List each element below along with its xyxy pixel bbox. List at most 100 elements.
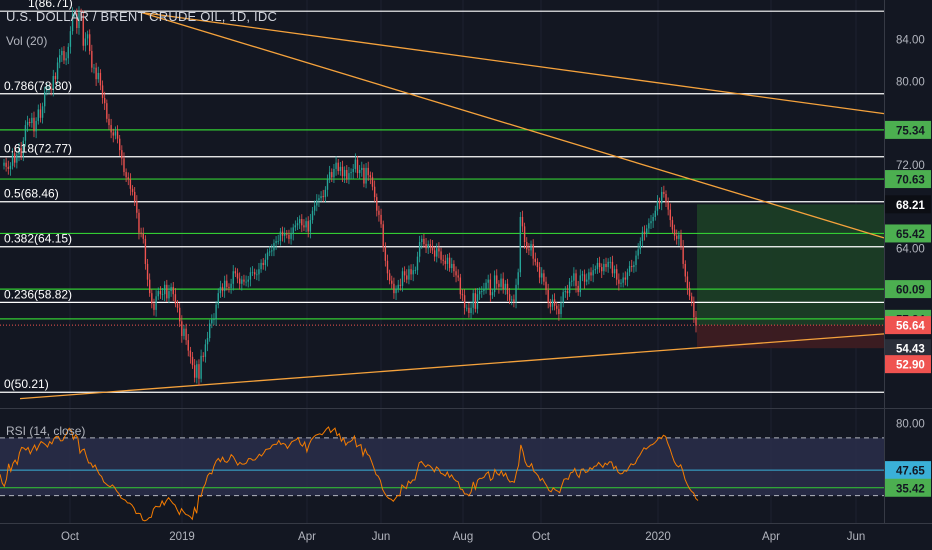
candle-297	[639, 240, 641, 250]
fib-label-2: 0.618(72.77)	[4, 142, 72, 156]
candle-78	[170, 286, 172, 292]
candle-258	[556, 305, 558, 309]
candle-93	[202, 355, 204, 357]
candle-167	[361, 167, 363, 170]
candle-132	[286, 233, 288, 235]
candle-82	[178, 307, 181, 322]
candle-177	[382, 224, 384, 248]
candle-197	[425, 244, 427, 249]
candle-4	[11, 153, 14, 166]
volume-indicator-label: Vol (20)	[6, 34, 48, 48]
candle-227	[489, 279, 492, 296]
candle-92	[200, 355, 202, 379]
position-zones	[697, 204, 884, 349]
candle-254	[547, 290, 549, 303]
candle-138	[298, 219, 301, 224]
candle-112	[243, 279, 245, 282]
candle-195	[421, 238, 423, 243]
candle-245	[528, 249, 530, 251]
candle-200	[431, 246, 434, 251]
fib-label-4: 0.382(64.15)	[4, 232, 72, 246]
candle-12	[29, 121, 31, 124]
candle-320	[688, 287, 691, 297]
candle-19	[44, 91, 46, 107]
candle-96	[208, 323, 211, 339]
price-tag-2-bg	[885, 195, 931, 214]
candle-172	[371, 177, 374, 187]
candle-225	[485, 282, 487, 289]
candle-189	[408, 269, 410, 280]
price-tick-0: 84.00	[896, 34, 925, 46]
candle-109	[236, 273, 239, 279]
candle-98	[213, 319, 215, 321]
candle-179	[386, 260, 389, 274]
candle-143	[309, 220, 312, 232]
candle-303	[652, 216, 654, 222]
candle-43	[95, 67, 97, 80]
candle-261	[562, 292, 564, 303]
candle-64	[140, 232, 142, 234]
candle-284	[611, 261, 614, 274]
candle-129	[279, 231, 282, 241]
candle-233	[502, 278, 504, 289]
candle-228	[491, 292, 494, 296]
candle-321	[691, 296, 693, 302]
candle-285	[613, 269, 616, 274]
candle-296	[637, 249, 639, 256]
candle-230	[496, 275, 498, 284]
candle-226	[487, 279, 489, 283]
candle-158	[341, 166, 344, 177]
candle-63	[138, 212, 140, 233]
candle-239	[515, 284, 517, 302]
candle-265	[571, 280, 573, 282]
candle-212	[457, 275, 459, 278]
candle-218	[470, 307, 472, 314]
candle-207	[446, 257, 449, 264]
candle-238	[513, 299, 515, 302]
candle-288	[620, 282, 622, 284]
candle-72	[157, 291, 159, 297]
trend-lines[interactable]	[19, 11, 885, 400]
candle-317	[682, 246, 684, 264]
candle-213	[459, 277, 462, 295]
price-tag-3: 65.42	[896, 229, 925, 241]
candle-260	[560, 302, 562, 315]
candle-180	[388, 273, 391, 281]
candle-161	[348, 173, 350, 180]
candle-323	[695, 317, 697, 326]
candle-90	[196, 364, 198, 378]
candle-210	[453, 263, 455, 272]
candle-313	[673, 229, 676, 236]
candle-186	[401, 271, 404, 286]
price-axis[interactable]: 84.00 80.00 72.00 64.00 75.34 70.63 68.21 65.42…	[884, 0, 932, 523]
candle-149	[322, 196, 324, 198]
price-tag-8-bg	[885, 355, 931, 374]
price-tag-3-bg	[885, 224, 931, 243]
candle-34	[76, 13, 78, 29]
candle-136	[294, 225, 297, 228]
candle-117	[253, 272, 256, 275]
candle-97	[211, 319, 213, 324]
candle-171	[369, 175, 372, 178]
candle-94	[204, 344, 207, 357]
time-tick-2: Apr	[298, 531, 316, 543]
candle-6	[16, 154, 18, 163]
rsi-tag-1: 35.42	[896, 483, 925, 495]
candle-205	[442, 259, 444, 261]
candle-308	[663, 191, 665, 194]
candle-5	[14, 153, 16, 163]
candle-88	[191, 356, 194, 366]
candle-26	[59, 55, 61, 63]
candle-46	[101, 85, 104, 98]
candle-241	[519, 216, 522, 273]
candle-21	[48, 88, 50, 90]
candle-256	[551, 299, 554, 307]
candle-259	[558, 308, 560, 315]
candle-223	[481, 291, 483, 292]
time-axis[interactable]: Oct 2019 Apr Jun Aug Oct 2020 Apr Jun	[0, 523, 932, 544]
candle-56	[123, 158, 125, 173]
candle-271	[583, 274, 586, 282]
candle-59	[129, 179, 132, 189]
candle-38	[84, 38, 87, 46]
